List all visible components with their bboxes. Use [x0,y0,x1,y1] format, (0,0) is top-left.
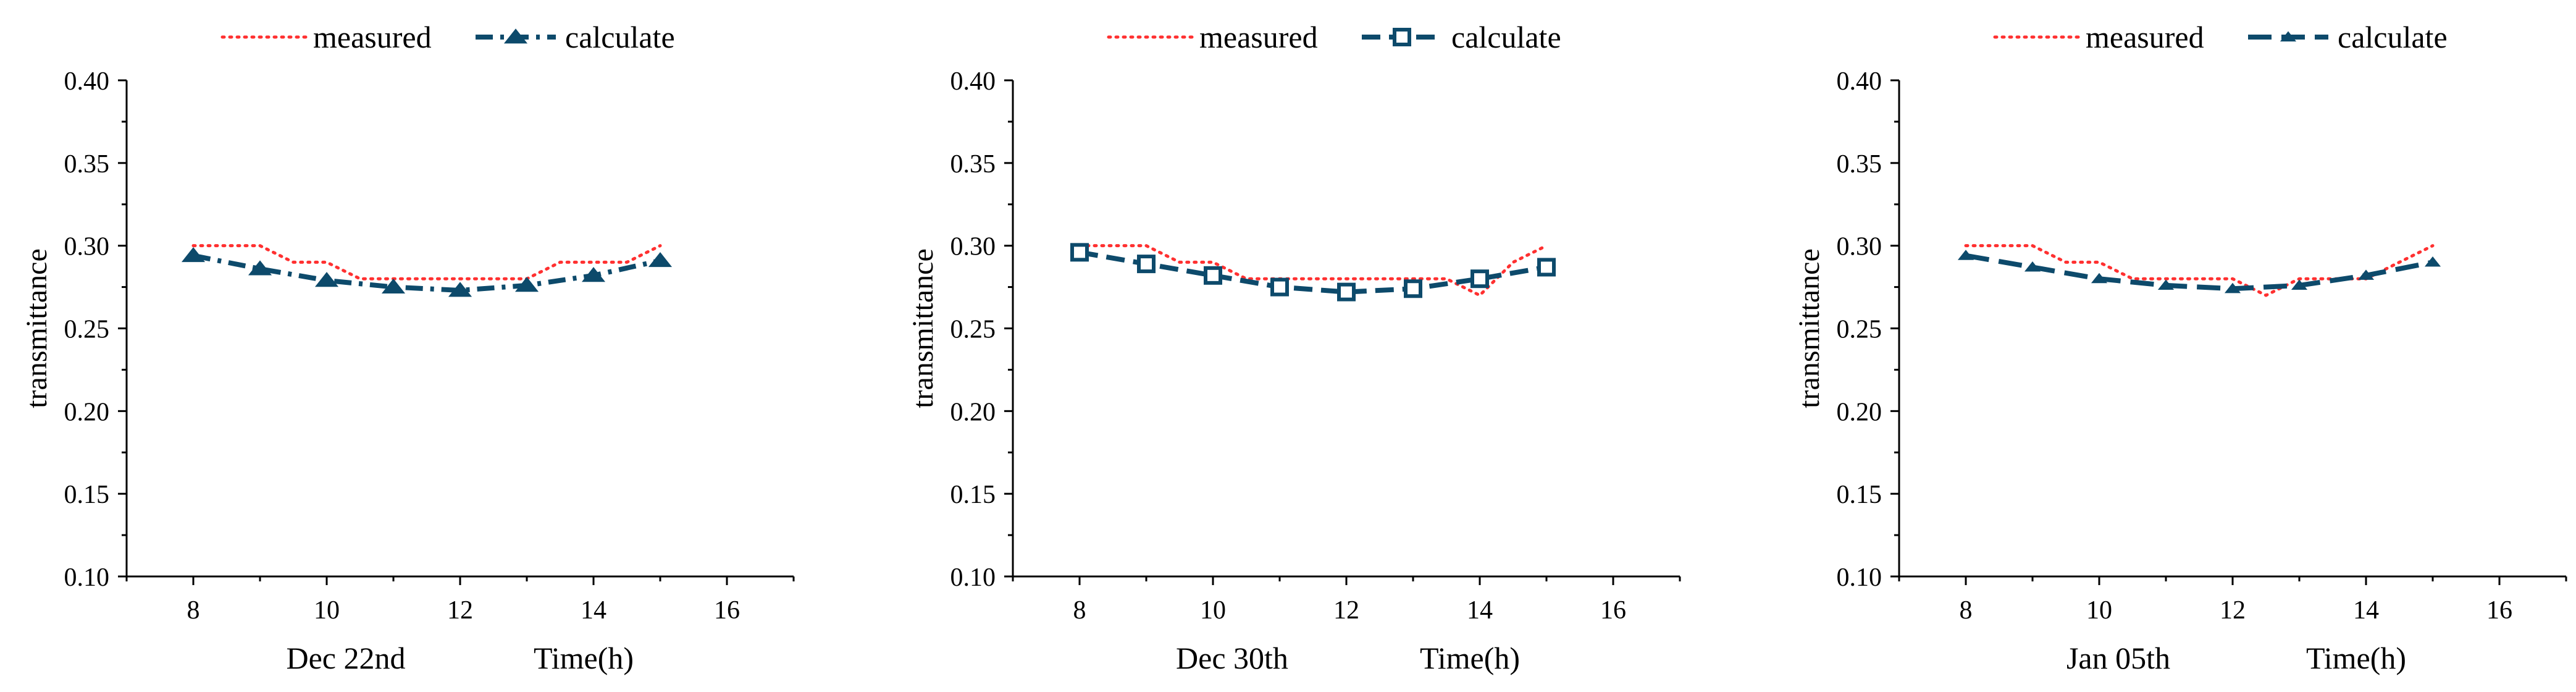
x-tick-label: 12 [1333,596,1359,625]
calculate-marker-triangle [381,278,406,293]
x-tick-label: 14 [2353,596,2379,625]
y-tick-label: 0.25 [64,316,110,344]
legend-measured-label: measured [2086,20,2204,54]
measured-line [191,244,662,281]
x-tick-label: 8 [187,596,200,625]
calculate-marker-square [1270,277,1289,297]
calculate-marker-triangle [503,28,528,44]
series-calculate [1070,243,1556,302]
series-measured [191,244,662,281]
calculate-marker-square [1070,243,1089,262]
calculate-marker-square [1137,255,1156,274]
series-measured [1964,244,2435,297]
y-tick-label: 0.10 [950,563,996,592]
chart-panel: 0.10 0.15 0.20 0.25 0.30 0.35 0.40 8 10 12 14 16 tra… [1793,20,2567,675]
x-axis-title: Time(h) [1420,641,1520,675]
calculate-marker-triangle [514,277,539,292]
series-measured [1078,244,1548,298]
calculate-marker-square [1204,266,1222,285]
y-tick-label: 0.15 [64,481,110,509]
y-tick-label: 0.15 [950,481,996,509]
legend-measured-label: measured [1199,20,1318,54]
calculate-marker-triangle [2024,261,2041,272]
legend: measured calculate [220,20,675,54]
y-tick-label: 0.25 [950,316,996,344]
y-tick-label: 0.20 [64,398,110,426]
calculate-marker-triangle [2291,279,2308,290]
x-tick-label: 8 [1073,596,1086,625]
calculate-marker-triangle [2357,269,2375,280]
date-label: Dec 22nd [287,641,406,675]
y-tick-label: 0.30 [950,233,996,261]
calculate-marker-square [1393,28,1411,46]
chart-panel: 0.10 0.15 0.20 0.25 0.30 0.35 0.40 8 10 12 14 16 tra… [907,20,1681,675]
x-tick-label: 16 [1600,596,1626,625]
calculate-marker-triangle [581,267,606,282]
y-tick-label: 0.10 [1837,563,1882,592]
legend: measured calculate [1107,20,1561,54]
y-tick-label: 0.35 [1837,150,1882,179]
calculate-marker-triangle [2157,279,2175,290]
calculate-marker-triangle [314,272,339,287]
y-tick-label: 0.40 [950,67,996,96]
legend-calculate-label: calculate [565,20,675,54]
calculate-line [1965,253,2433,292]
legend-measured-label: measured [313,20,432,54]
calculate-marker-square [1471,269,1489,289]
y-tick-label: 0.40 [64,67,110,96]
y-tick-label: 0.10 [64,563,110,592]
y-axis-title: transmittance [20,248,53,408]
series-calculate [1957,250,2441,293]
date-label: Jan 05th [2066,641,2170,675]
x-tick-label: 12 [447,596,473,625]
calculate-marker-triangle [2224,282,2241,293]
series-calculate [181,247,673,297]
y-tick-label: 0.35 [950,150,996,179]
x-tick-label: 16 [2486,596,2512,625]
legend-calculate-label: calculate [2338,20,2448,54]
x-tick-label: 10 [314,596,340,625]
y-tick-label: 0.20 [1837,398,1882,426]
measured-line [1964,244,2435,297]
y-axis-title: transmittance [907,248,939,408]
y-tick-label: 0.40 [1837,67,1882,96]
x-axis-title: Time(h) [534,641,634,675]
calculate-line [193,253,661,293]
x-tick-label: 16 [714,596,740,625]
calculate-marker-square [1537,258,1556,277]
calculate-marker-square [1404,279,1422,298]
y-axis-title: transmittance [1793,248,1826,408]
date-label: Dec 30th [1176,641,1288,675]
legend-calculate-label: calculate [1451,20,1561,54]
y-tick-label: 0.25 [1837,316,1882,344]
calculate-line [1079,250,1547,295]
calculate-marker-triangle [2280,31,2297,42]
legend: measured calculate [1993,20,2448,54]
x-tick-label: 10 [1200,596,1226,625]
measured-line [1078,244,1548,298]
calculate-marker-triangle [2091,272,2108,284]
x-tick-label: 14 [581,596,606,625]
calculate-marker-triangle [1957,250,1974,260]
calculate-marker-triangle [248,260,272,276]
y-tick-label: 0.20 [950,398,996,426]
calculate-marker-triangle [2424,256,2441,267]
y-tick-label: 0.30 [1837,233,1882,261]
y-tick-label: 0.35 [64,150,110,179]
calculate-marker-square [1337,282,1356,302]
calculate-marker-triangle [448,282,472,297]
x-tick-label: 12 [2220,596,2246,625]
x-tick-label: 14 [1467,596,1493,625]
y-tick-label: 0.30 [64,233,110,261]
calculate-marker-triangle [181,247,206,263]
chart-panel: 0.10 0.15 0.20 0.25 0.30 0.35 0.40 8 10 12 14 16 tra… [20,20,795,675]
x-tick-label: 8 [1960,596,1973,625]
y-tick-label: 0.15 [1837,481,1882,509]
x-tick-label: 10 [2086,596,2112,625]
calculate-marker-triangle [648,252,673,268]
x-axis-title: Time(h) [2306,641,2406,675]
